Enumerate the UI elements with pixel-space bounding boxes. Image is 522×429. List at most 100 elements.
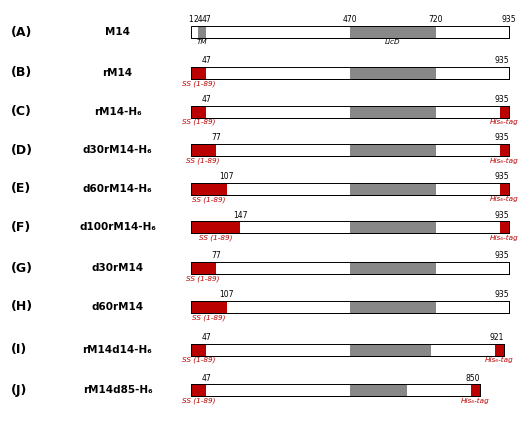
Text: 935: 935 — [494, 133, 509, 142]
Text: (D): (D) — [10, 144, 32, 157]
Text: LicD: LicD — [385, 39, 401, 45]
Bar — [227, 183, 350, 195]
Bar — [191, 67, 509, 79]
Text: d30rM14: d30rM14 — [91, 263, 144, 273]
Bar — [350, 301, 436, 313]
Text: His₆-tag: His₆-tag — [490, 196, 518, 202]
Bar — [191, 301, 227, 313]
Bar — [436, 144, 500, 156]
Text: 935: 935 — [502, 15, 516, 24]
Text: 47: 47 — [201, 15, 211, 24]
Text: d60rM14-H₆: d60rM14-H₆ — [82, 184, 152, 194]
Text: SS (1-89): SS (1-89) — [182, 398, 215, 404]
Bar — [191, 26, 509, 38]
Text: 107: 107 — [219, 290, 234, 299]
Bar — [240, 221, 350, 233]
Text: SS (1-89): SS (1-89) — [182, 357, 215, 363]
Text: SS (1-89): SS (1-89) — [182, 119, 215, 125]
Bar — [350, 26, 436, 38]
Text: His₆-tag: His₆-tag — [490, 119, 518, 125]
Text: (B): (B) — [10, 66, 32, 79]
Bar — [198, 26, 206, 38]
Bar — [191, 384, 480, 396]
Text: 935: 935 — [494, 95, 509, 104]
Text: d60rM14: d60rM14 — [91, 302, 144, 312]
Bar — [191, 301, 509, 313]
Bar — [191, 144, 509, 156]
Text: 470: 470 — [343, 15, 358, 24]
Text: 47: 47 — [201, 333, 211, 342]
Text: His₆-tag: His₆-tag — [485, 357, 514, 363]
Text: SS (1-89): SS (1-89) — [182, 80, 215, 87]
Text: rM14d14-H₆: rM14d14-H₆ — [82, 344, 152, 355]
Bar — [191, 384, 206, 396]
Bar — [350, 344, 431, 356]
Text: rM14-H₆: rM14-H₆ — [93, 106, 141, 117]
Bar — [350, 67, 436, 79]
Bar — [191, 344, 504, 356]
Bar — [191, 26, 198, 38]
Bar — [217, 262, 350, 274]
Text: (F): (F) — [10, 221, 31, 234]
Text: 720: 720 — [429, 15, 443, 24]
Bar — [436, 301, 509, 313]
Text: 47: 47 — [201, 56, 211, 65]
Text: (A): (A) — [10, 26, 32, 39]
Bar — [191, 262, 509, 274]
Text: (E): (E) — [10, 182, 31, 195]
Text: (I): (I) — [10, 343, 27, 356]
Bar — [191, 183, 509, 195]
Text: d30rM14-H₆: d30rM14-H₆ — [82, 145, 152, 155]
Text: 47: 47 — [201, 95, 211, 104]
Bar — [206, 384, 350, 396]
Text: SS (1-89): SS (1-89) — [199, 235, 232, 241]
Bar — [350, 384, 407, 396]
Text: SS (1-89): SS (1-89) — [192, 196, 226, 202]
Text: SS (1-89): SS (1-89) — [186, 157, 220, 164]
Bar — [350, 144, 436, 156]
Text: SS (1-89): SS (1-89) — [186, 275, 220, 282]
Text: rM14d85-H₆: rM14d85-H₆ — [82, 385, 152, 396]
Text: SS (1-89): SS (1-89) — [192, 314, 226, 320]
Text: (C): (C) — [10, 105, 31, 118]
Text: 77: 77 — [211, 251, 221, 260]
Bar — [436, 26, 509, 38]
Bar — [191, 262, 217, 274]
Bar — [206, 67, 350, 79]
Bar — [191, 67, 206, 79]
Bar — [191, 183, 227, 195]
Text: 24: 24 — [194, 15, 203, 24]
Bar — [191, 344, 206, 356]
Bar — [350, 221, 436, 233]
Bar — [350, 262, 436, 274]
Bar — [471, 384, 480, 396]
Bar — [191, 183, 509, 195]
Text: M14: M14 — [105, 27, 130, 37]
Bar — [206, 344, 350, 356]
Bar — [191, 221, 509, 233]
Text: TM: TM — [197, 39, 207, 45]
Bar — [191, 106, 509, 118]
Text: His₆-tag: His₆-tag — [490, 157, 518, 163]
Bar — [206, 106, 350, 118]
Bar — [191, 384, 480, 396]
Text: His₆-tag: His₆-tag — [490, 235, 518, 241]
Text: 935: 935 — [494, 172, 509, 181]
Text: 935: 935 — [494, 290, 509, 299]
Text: (H): (H) — [10, 300, 32, 313]
Bar — [191, 26, 509, 38]
Bar — [217, 144, 350, 156]
Bar — [436, 221, 500, 233]
Text: (G): (G) — [10, 262, 32, 275]
Bar — [500, 106, 509, 118]
Bar — [500, 183, 509, 195]
Bar — [350, 106, 436, 118]
Text: rM14: rM14 — [102, 68, 133, 78]
Text: His₆-tag: His₆-tag — [461, 398, 490, 404]
Bar — [206, 26, 350, 38]
Bar — [407, 384, 471, 396]
Bar — [191, 67, 509, 79]
Bar — [191, 301, 509, 313]
Text: 1: 1 — [188, 15, 193, 24]
Bar — [191, 144, 509, 156]
